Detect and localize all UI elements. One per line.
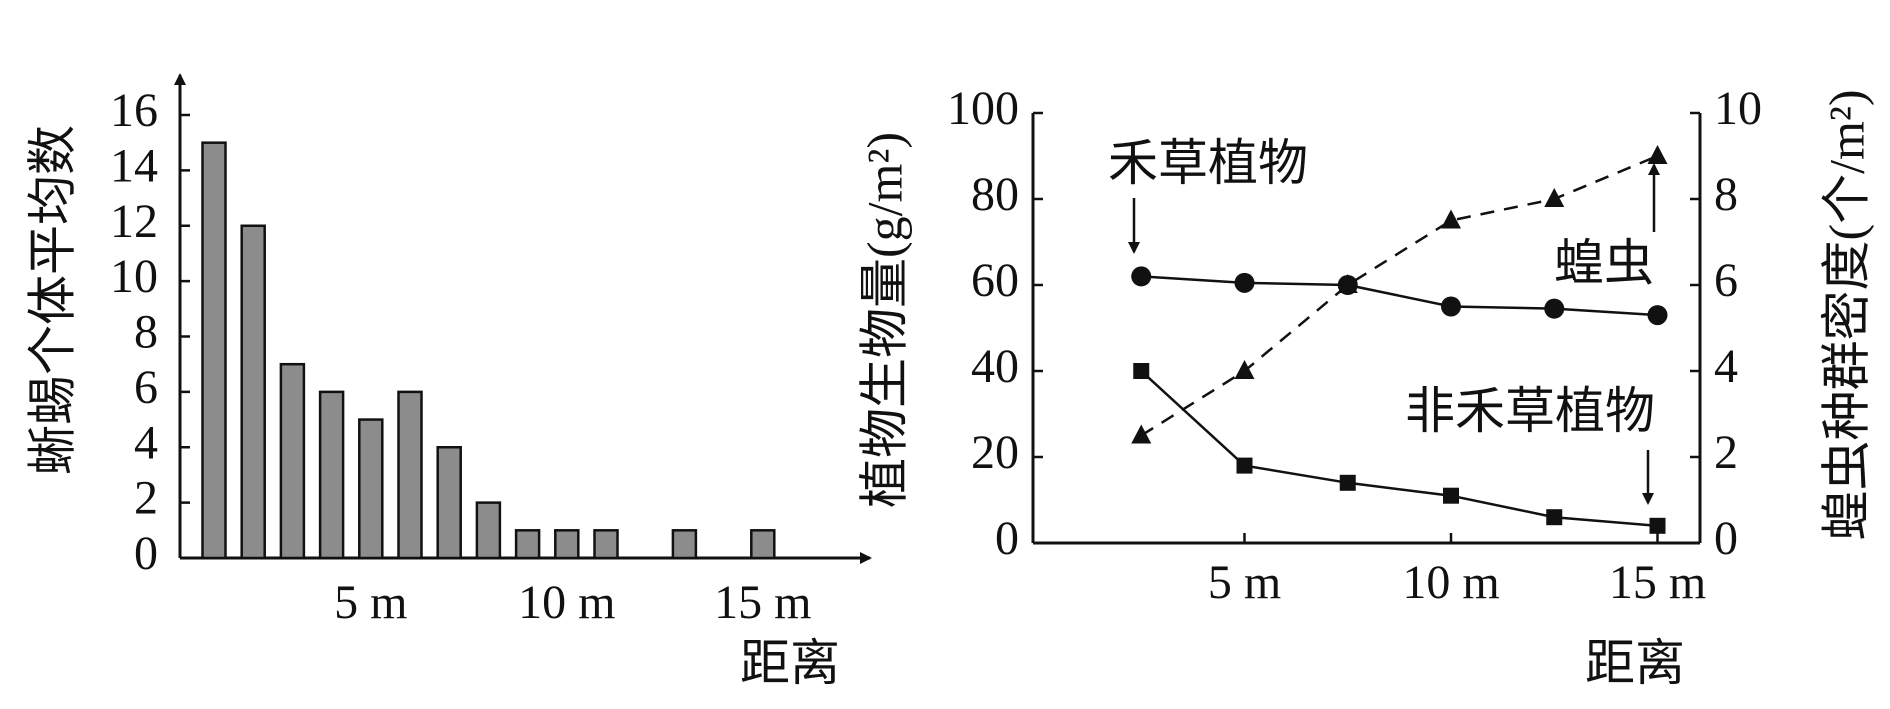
left-y-tick-label: 0	[995, 512, 1019, 565]
line-x-tick-label: 5 m	[1208, 556, 1281, 609]
left-y-tick-label: 80	[971, 168, 1019, 221]
label-nongrass: 非禾草植物	[1405, 383, 1655, 439]
bar	[475, 501, 502, 560]
bar-ylabel: 蜥蜴个体平均数	[24, 125, 80, 475]
point-square	[1236, 457, 1253, 474]
bar	[397, 390, 423, 560]
label-grass: 禾草植物	[1108, 135, 1308, 191]
point-square	[1546, 509, 1563, 526]
point-triangle	[1441, 209, 1461, 229]
point-triangle	[1234, 360, 1255, 379]
point-circle	[1647, 305, 1668, 326]
bar-y-tick-label: 12	[110, 195, 158, 248]
point-square	[1339, 474, 1356, 491]
bar-xlabel: 距离	[740, 635, 840, 691]
left-y-tick-label: 40	[971, 340, 1019, 393]
left-y-tick-label: 20	[971, 426, 1019, 479]
line-ticks: 0 20 40 60 80 100 0 2 4 6 8 10 5 m 10 m 15 m	[947, 82, 1762, 609]
line-xlabel: 距离	[1585, 635, 1685, 691]
point-triangle	[1337, 274, 1358, 293]
right-y-tick-label: 6	[1714, 254, 1738, 307]
right-y-tick-label: 10	[1714, 82, 1762, 135]
point-triangle	[1647, 145, 1668, 164]
bar	[554, 529, 580, 560]
bar-x-tick-label: 15 m	[714, 576, 811, 629]
bar	[671, 529, 698, 560]
point-circle	[1441, 296, 1461, 317]
bar-x-tick-label: 10 m	[518, 576, 615, 629]
bar-y-tick-label: 4	[134, 416, 158, 469]
bar	[201, 141, 227, 560]
right-y-tick-label: 8	[1714, 168, 1738, 221]
bar	[240, 224, 266, 560]
bar	[358, 418, 384, 560]
bar	[436, 446, 462, 560]
bar-x-ticks: 5 m 10 m 15 m	[334, 576, 811, 629]
right-y-tick-label: 4	[1714, 340, 1738, 393]
point-circle	[1131, 266, 1152, 287]
point-triangle	[1131, 424, 1152, 444]
bar-y-tick-label: 0	[134, 527, 158, 580]
bar-y-tick-label: 10	[110, 250, 158, 303]
point-circle	[1544, 298, 1565, 319]
point-triangle	[1544, 188, 1565, 207]
series-line	[1141, 275, 1658, 317]
bar-y-tick-label: 2	[134, 472, 158, 525]
bar	[514, 529, 541, 560]
line-ylabel-left: 植物生物量(g/m²)	[856, 132, 912, 508]
bar	[318, 390, 345, 560]
bar-marks	[201, 141, 776, 560]
bar-y-tick-label: 16	[110, 84, 158, 137]
line-ylabel-right: 蝗虫种群密度(个/m²)	[1818, 89, 1874, 540]
left-y-tick-label: 100	[947, 82, 1019, 135]
bar-x-tick-label: 5 m	[334, 576, 407, 629]
line-marks	[1131, 145, 1668, 534]
bar	[593, 529, 619, 560]
bar	[279, 362, 306, 560]
left-y-tick-label: 60	[971, 254, 1019, 307]
bar-y-tick-label: 6	[134, 361, 158, 414]
line-x-tick-label: 15 m	[1609, 556, 1706, 609]
point-circle	[1234, 272, 1255, 293]
series-line	[1140, 370, 1658, 528]
right-y-tick-label: 0	[1714, 512, 1738, 565]
line-chart: 植物生物量(g/m²) 蝗虫种群密度(个/m²) 0 20 40 60 80 100 0 2 4…	[856, 82, 1874, 691]
point-square	[1443, 487, 1459, 504]
bar-y-tick-label: 8	[134, 306, 158, 359]
right-y-tick-label: 2	[1714, 426, 1738, 479]
series-line	[1140, 154, 1658, 437]
label-locust: 蝗虫	[1554, 235, 1654, 291]
bar	[750, 529, 776, 560]
point-square	[1649, 517, 1666, 534]
bar-y-tick-label: 14	[110, 139, 158, 192]
point-square	[1133, 363, 1150, 379]
line-x-tick-label: 10 m	[1402, 556, 1499, 609]
